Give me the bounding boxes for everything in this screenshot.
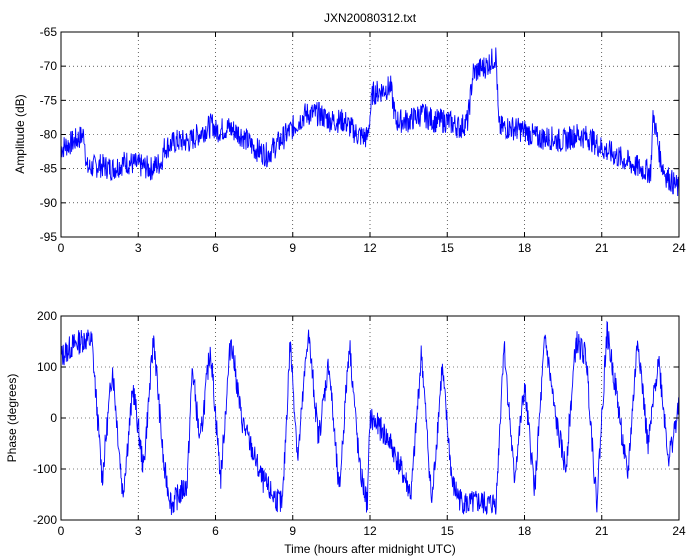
amplitude-y-tick-label: -95 [40, 230, 58, 244]
phase-x-tick-label: 24 [672, 524, 686, 538]
amplitude-x-tick-label: 15 [441, 241, 455, 255]
amplitude-x-tick-label: 12 [363, 241, 377, 255]
phase-y-axis-label: Phase (degrees) [5, 374, 19, 463]
amplitude-x-tick-labels: 0 3 6 9 12 15 18 21 24 [58, 241, 686, 255]
amplitude-x-tick-label: 18 [518, 241, 532, 255]
phase-y-tick-label: 100 [37, 360, 57, 374]
phase-y-tick-label: 200 [37, 309, 57, 323]
phase-x-tick-label: 18 [518, 524, 532, 538]
phase-x-tick-label: 15 [441, 524, 455, 538]
phase-trace [60, 320, 680, 516]
phase-x-tick-label: 3 [135, 524, 142, 538]
amplitude-ticks [60, 31, 680, 238]
amplitude-y-tick-label: -75 [40, 93, 58, 107]
amplitude-x-tick-label: 0 [58, 241, 65, 255]
amplitude-x-tick-label: 24 [672, 241, 686, 255]
amplitude-y-tick-label: -80 [40, 128, 58, 142]
phase-y-tick-label: 0 [50, 411, 57, 425]
phase-x-axis-label: Time (hours after midnight UTC) [284, 542, 456, 556]
phase-panel: 0 3 6 9 12 15 18 21 24 -200 -100 0 100 200 Time (hou… [5, 309, 686, 556]
amplitude-y-tick-labels: -95 -90 -85 -80 -75 -70 -65 [40, 25, 58, 244]
amplitude-series-line [60, 47, 680, 197]
amplitude-y-tick-label: -70 [40, 59, 58, 73]
amplitude-y-tick-label: -85 [40, 162, 58, 176]
phase-x-tick-label: 21 [595, 524, 609, 538]
phase-x-tick-label: 0 [58, 524, 65, 538]
phase-ticks [60, 315, 680, 521]
amplitude-x-tick-label: 3 [135, 241, 142, 255]
amplitude-x-tick-label: 6 [212, 241, 219, 255]
amplitude-y-axis-label: Amplitude (dB) [13, 94, 27, 173]
amplitude-trace [60, 47, 680, 197]
phase-y-tick-label: -100 [33, 462, 57, 476]
phase-y-tick-label: -200 [33, 513, 57, 527]
amplitude-panel: 0 3 6 9 12 15 18 21 24 -95 -90 -85 -80 -75 -70 -65 JXN… [13, 11, 686, 255]
amplitude-y-tick-label: -90 [40, 196, 58, 210]
phase-y-tick-labels: -200 -100 0 100 200 [33, 309, 57, 527]
phase-x-tick-label: 6 [212, 524, 219, 538]
amplitude-x-tick-label: 9 [289, 241, 296, 255]
chart-title: JXN20080312.txt [324, 11, 417, 25]
phase-x-tick-label: 9 [289, 524, 296, 538]
amplitude-y-tick-label: -65 [40, 25, 58, 39]
phase-series-line [60, 320, 680, 516]
phase-x-tick-labels: 0 3 6 9 12 15 18 21 24 [58, 524, 686, 538]
phase-x-tick-label: 12 [363, 524, 377, 538]
amplitude-x-tick-label: 21 [595, 241, 609, 255]
